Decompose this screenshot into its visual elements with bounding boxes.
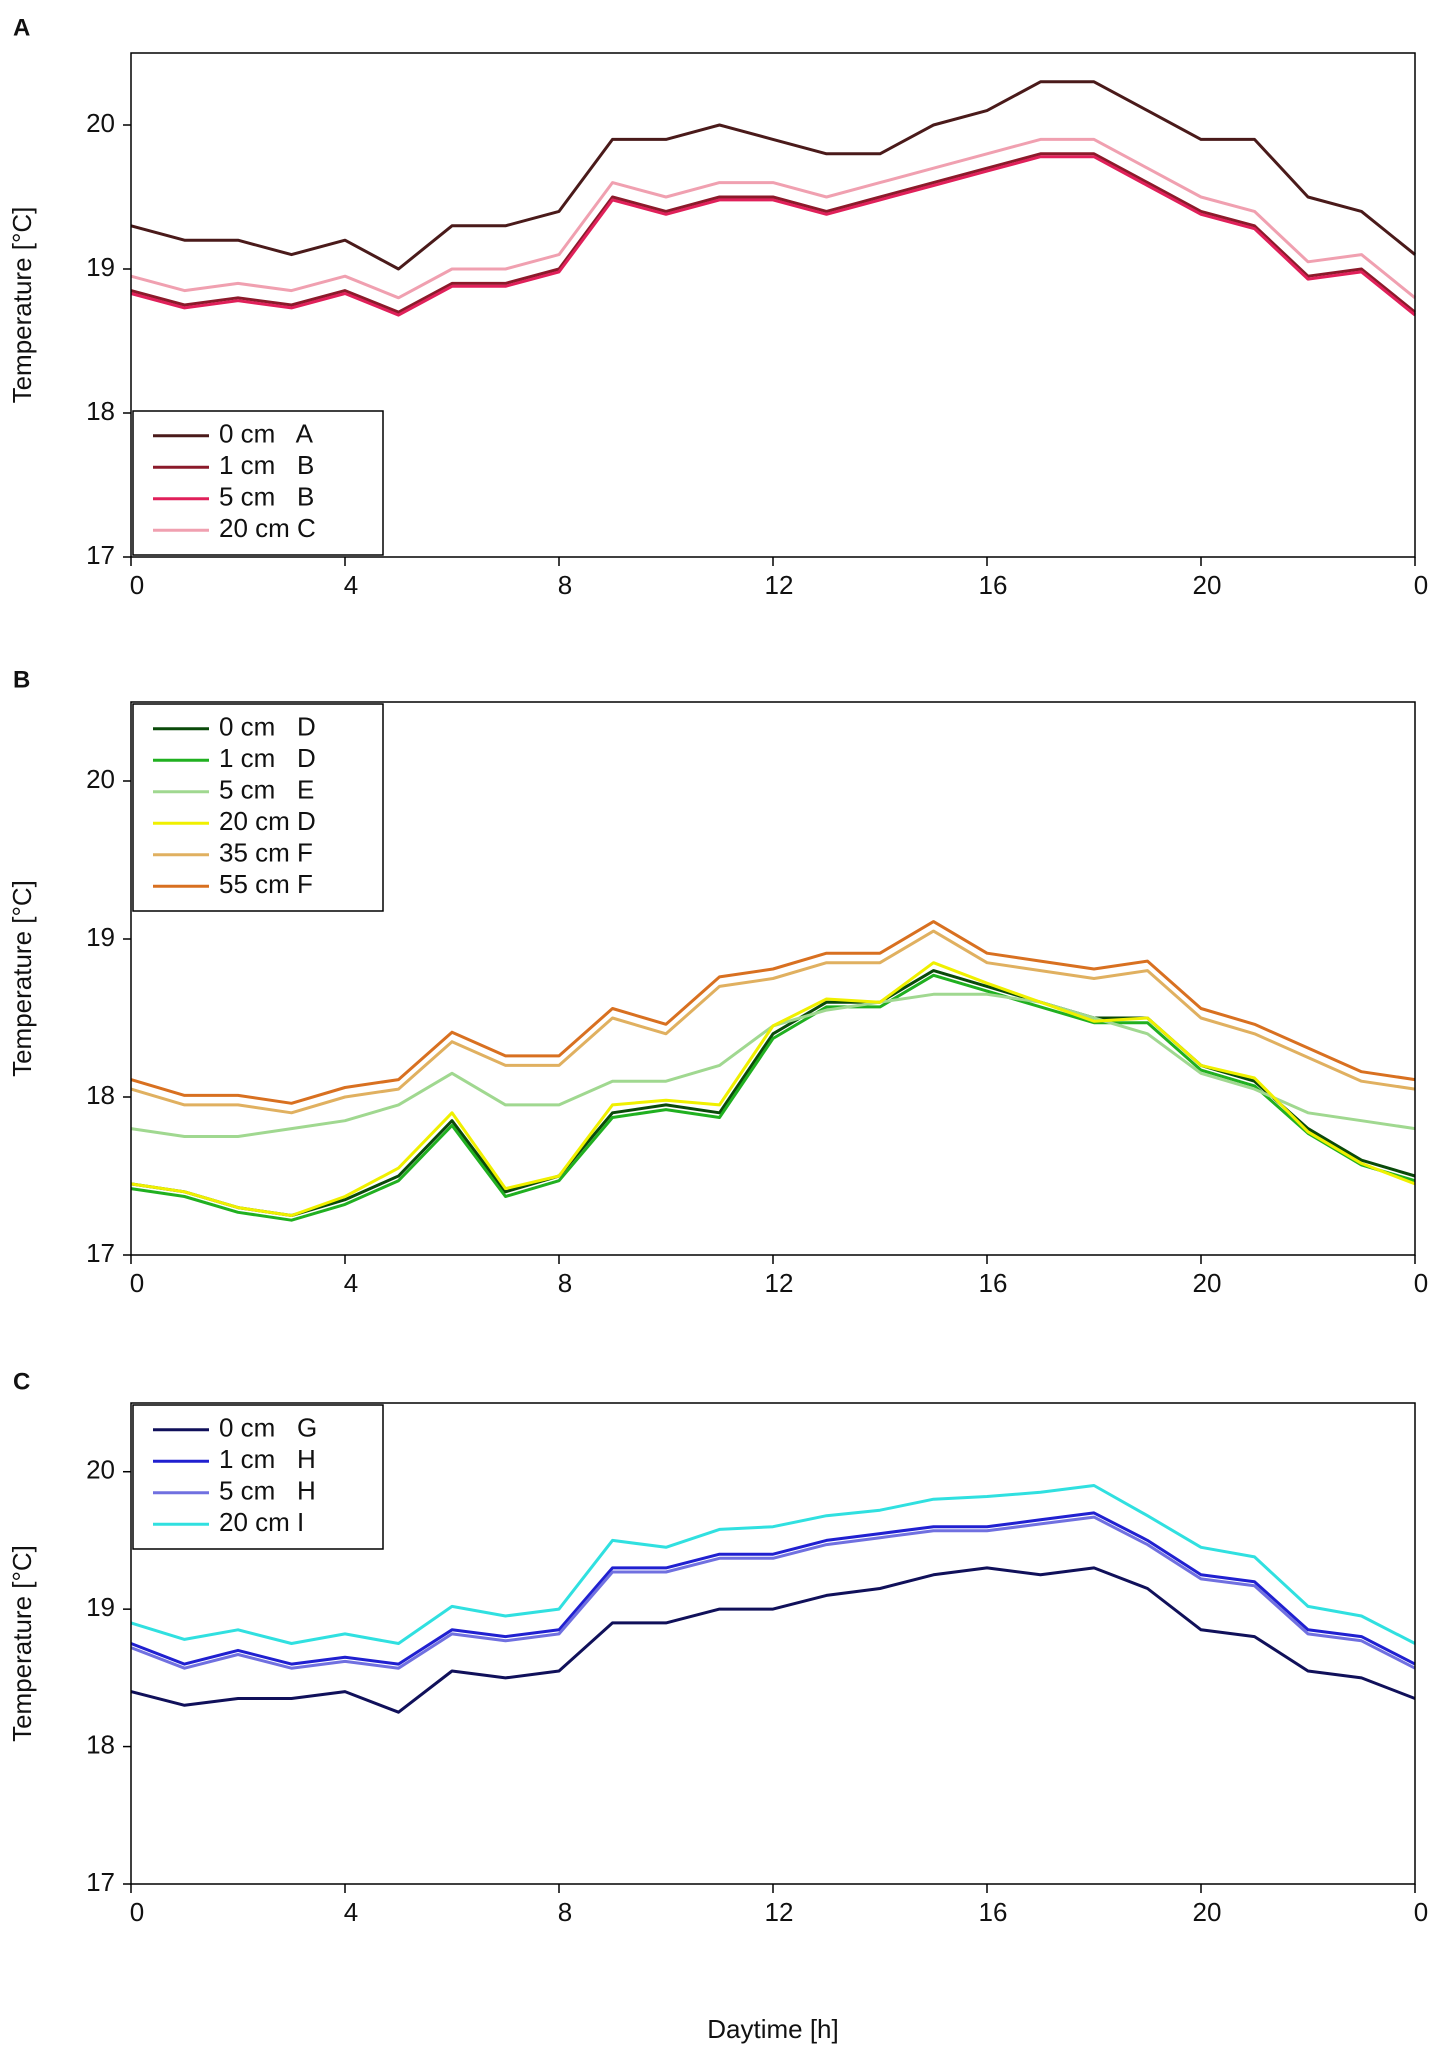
x-axis-label: Daytime [h] — [707, 2014, 839, 2044]
y-tick-label: 17 — [86, 1238, 115, 1268]
series-line — [130, 1515, 1416, 1670]
legend-label: 1 cm H — [219, 1444, 316, 1474]
x-tick-label: 20 — [1193, 1897, 1222, 1927]
x-tick-label: 20 — [1193, 1268, 1222, 1298]
legend-label: 20 cm C — [219, 513, 316, 543]
legend-label: 0 cm G — [219, 1413, 317, 1443]
x-tick-label: 16 — [979, 1268, 1008, 1298]
x-tick-label: 12 — [765, 1268, 794, 1298]
x-tick-label: 0 — [1414, 1897, 1428, 1927]
legend-label: 1 cm B — [219, 450, 314, 480]
x-tick-label: 16 — [979, 1897, 1008, 1927]
y-axis-label: Temperature [°C] — [7, 1545, 37, 1742]
series-line — [130, 973, 1416, 1222]
x-tick-label: 0 — [130, 570, 144, 600]
y-axis-label: Temperature [°C] — [7, 207, 37, 404]
x-tick-label: 8 — [558, 570, 572, 600]
panel-label: A — [13, 14, 30, 41]
legend-label: 0 cm A — [219, 419, 314, 449]
y-tick-label: 18 — [86, 1729, 115, 1759]
legend-label: 5 cm H — [219, 1476, 316, 1506]
legend-label: 5 cm B — [219, 482, 314, 512]
x-tick-label: 0 — [1414, 570, 1428, 600]
legend-box — [132, 703, 384, 912]
y-tick-label: 18 — [86, 1080, 115, 1110]
legend-label: 55 cm F — [219, 869, 313, 899]
x-tick-label: 20 — [1193, 570, 1222, 600]
series-line — [130, 920, 1416, 1105]
y-tick-label: 18 — [86, 396, 115, 426]
series-line — [130, 1484, 1416, 1645]
x-tick-label: 12 — [765, 570, 794, 600]
y-tick-label: 19 — [86, 1592, 115, 1622]
x-tick-label: 0 — [130, 1897, 144, 1927]
legend-label: 0 cm D — [219, 712, 316, 742]
x-tick-label: 4 — [344, 570, 358, 600]
plot-frame — [130, 52, 1416, 558]
x-tick-label: 8 — [558, 1897, 572, 1927]
y-tick-label: 19 — [86, 252, 115, 282]
y-tick-label: 20 — [86, 764, 115, 794]
x-tick-label: 0 — [1414, 1268, 1428, 1298]
legend-label: 20 cm I — [219, 1507, 304, 1537]
series-line — [130, 137, 1416, 300]
y-tick-label: 20 — [86, 1455, 115, 1485]
x-tick-label: 4 — [344, 1268, 358, 1298]
series-line — [130, 80, 1416, 271]
panel-label: B — [13, 666, 30, 693]
plot-frame — [130, 1402, 1416, 1885]
plot-frame — [130, 701, 1416, 1256]
series-line — [130, 152, 1416, 314]
panel-label: C — [13, 1368, 30, 1395]
y-axis-label: Temperature [°C] — [7, 880, 37, 1077]
series-line — [130, 1511, 1416, 1666]
x-tick-label: 0 — [130, 1268, 144, 1298]
y-tick-label: 17 — [86, 540, 115, 570]
x-tick-label: 12 — [765, 1897, 794, 1927]
legend-label: 1 cm D — [219, 743, 316, 773]
y-tick-label: 19 — [86, 922, 115, 952]
legend-label: 20 cm D — [219, 806, 316, 836]
series-line — [130, 155, 1416, 317]
legend-label: 35 cm F — [219, 838, 313, 868]
series-line — [130, 1566, 1416, 1714]
series-line — [130, 961, 1416, 1217]
y-tick-label: 20 — [86, 108, 115, 138]
legend-label: 5 cm E — [219, 775, 314, 805]
x-tick-label: 8 — [558, 1268, 572, 1298]
y-tick-label: 17 — [86, 1867, 115, 1897]
series-line — [130, 929, 1416, 1115]
x-tick-label: 16 — [979, 570, 1008, 600]
x-tick-label: 4 — [344, 1897, 358, 1927]
